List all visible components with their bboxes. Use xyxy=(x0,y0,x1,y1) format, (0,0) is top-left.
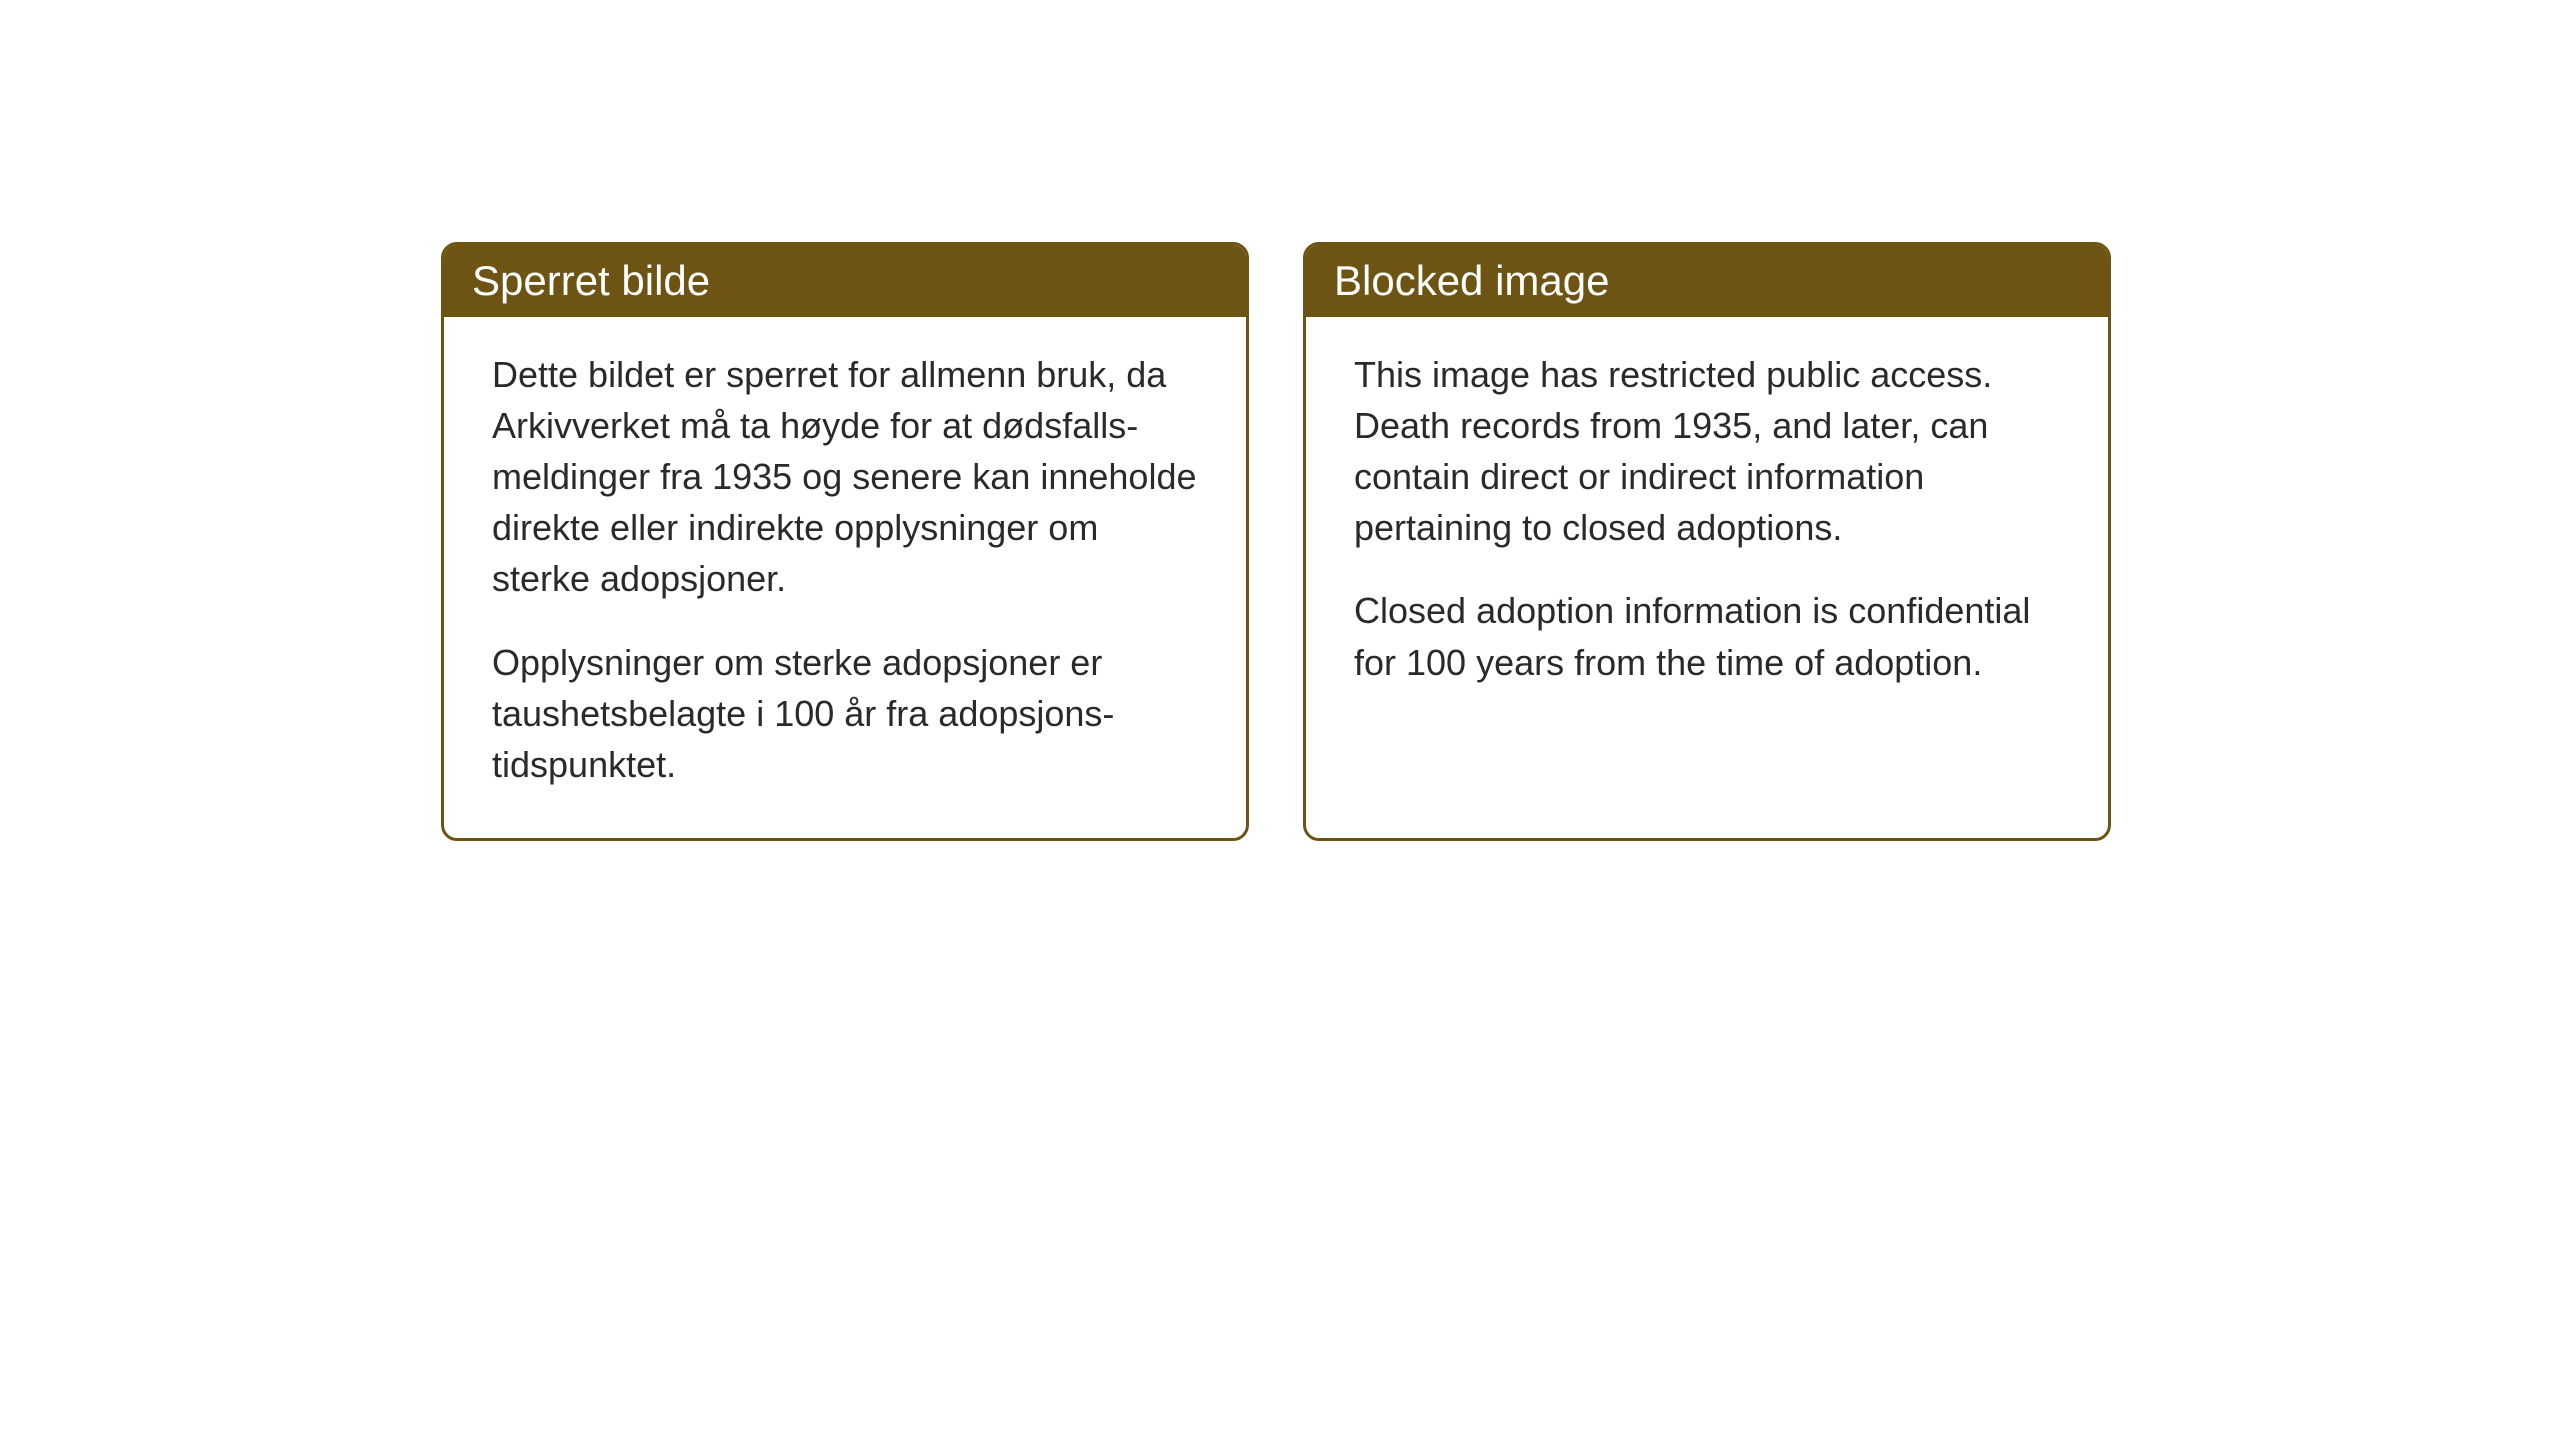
norwegian-paragraph-2: Opplysninger om sterke adopsjoner er tau… xyxy=(492,637,1198,790)
english-notice-card: Blocked image This image has restricted … xyxy=(1303,242,2111,841)
english-paragraph-2: Closed adoption information is confident… xyxy=(1354,585,2060,687)
norwegian-notice-card: Sperret bilde Dette bildet er sperret fo… xyxy=(441,242,1249,841)
english-card-body: This image has restricted public access.… xyxy=(1306,317,2108,747)
notice-cards-container: Sperret bilde Dette bildet er sperret fo… xyxy=(441,242,2111,841)
english-paragraph-1: This image has restricted public access.… xyxy=(1354,349,2060,553)
english-card-title: Blocked image xyxy=(1306,245,2108,317)
norwegian-card-body: Dette bildet er sperret for allmenn bruk… xyxy=(444,317,1246,838)
norwegian-card-title: Sperret bilde xyxy=(444,245,1246,317)
norwegian-paragraph-1: Dette bildet er sperret for allmenn bruk… xyxy=(492,349,1198,605)
